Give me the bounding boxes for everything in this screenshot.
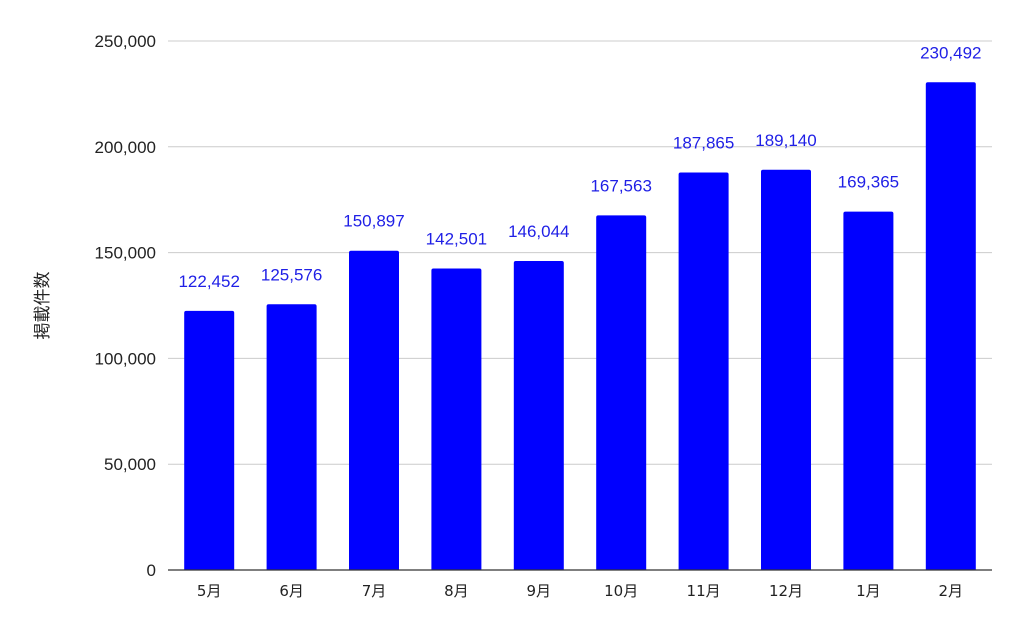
bars	[184, 82, 976, 570]
bar-value-label: 122,452	[178, 272, 239, 291]
x-category-label: 12月	[769, 582, 803, 600]
bar	[513, 260, 564, 570]
bar	[431, 268, 482, 570]
bar	[596, 215, 647, 570]
bar	[184, 310, 235, 570]
bar	[761, 169, 811, 570]
bar	[843, 211, 894, 570]
x-axis-categories: 5月 6月 7月 8月 9月 10月 11月 12月 1月 2月	[197, 582, 963, 600]
bar-value-label: 167,563	[590, 176, 651, 195]
bar	[349, 250, 399, 570]
x-category-label: 2月	[939, 582, 964, 600]
x-category-label: 8月	[444, 582, 469, 600]
x-category-label: 7月	[362, 582, 387, 600]
bar-value-label: 169,365	[838, 173, 899, 192]
y-axis-ticks: 0 50,000 100,000 150,000 200,000 250,000	[95, 32, 156, 580]
y-tick-label: 200,000	[95, 138, 156, 157]
bar	[678, 172, 729, 570]
bar-value-label: 187,865	[673, 133, 734, 152]
x-category-label: 10月	[604, 582, 638, 600]
x-category-label: 1月	[856, 582, 881, 600]
bar-value-label: 125,576	[261, 265, 322, 284]
y-axis-title: 掲載件数	[33, 272, 53, 340]
bar	[925, 82, 976, 570]
x-category-label: 9月	[527, 582, 552, 600]
y-tick-label: 100,000	[95, 349, 156, 368]
bar-value-label: 189,140	[755, 131, 816, 150]
x-category-label: 6月	[279, 582, 304, 600]
x-category-label: 11月	[687, 582, 721, 600]
bar-value-label: 146,044	[508, 222, 569, 241]
y-tick-label: 50,000	[104, 455, 156, 474]
data-labels: 122,452 125,576 150,897 142,501 146,044 167,5…	[178, 43, 981, 291]
bar-value-label: 230,492	[920, 43, 981, 62]
bar-value-label: 150,897	[343, 212, 404, 231]
x-category-label: 5月	[197, 582, 222, 600]
y-tick-label: 150,000	[95, 244, 156, 263]
y-tick-label: 250,000	[95, 32, 156, 51]
bar	[266, 304, 317, 570]
bar-value-label: 142,501	[426, 229, 487, 248]
y-tick-label: 0	[147, 561, 156, 580]
